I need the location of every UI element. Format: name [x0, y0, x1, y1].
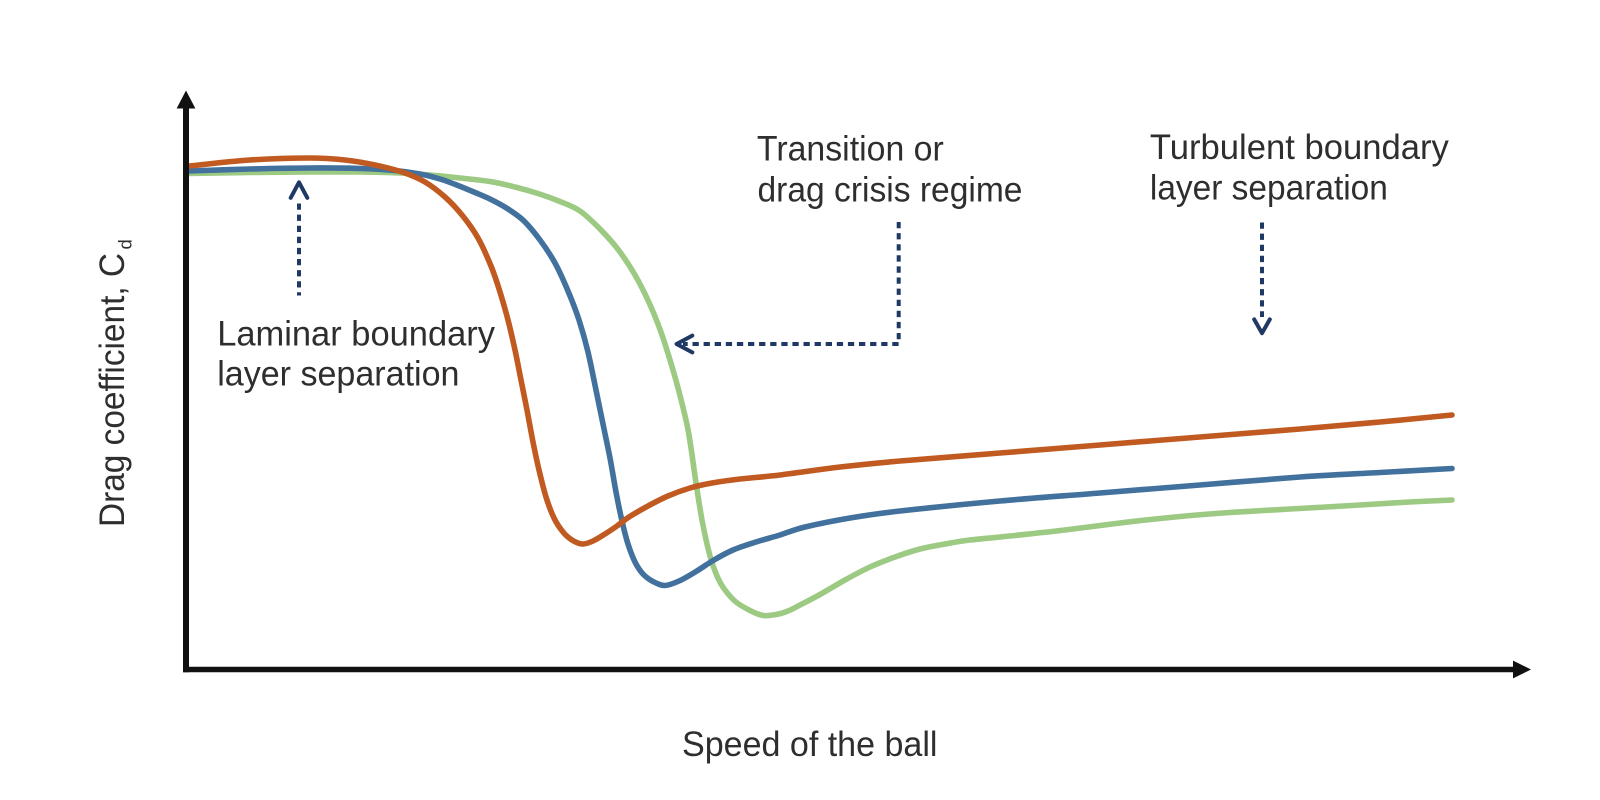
svg-text:Transition or: Transition or: [757, 130, 944, 169]
svg-text:Turbulent boundary: Turbulent boundary: [1150, 128, 1449, 167]
svg-text:Speed of the ball: Speed of the ball: [682, 725, 938, 764]
svg-text:layer separation: layer separation: [1150, 168, 1388, 207]
svg-text:drag crisis regime: drag crisis regime: [758, 171, 1023, 210]
svg-text:d: d: [115, 239, 136, 249]
svg-text:Drag coefficient, C: Drag coefficient, C: [93, 253, 132, 527]
svg-text:layer separation: layer separation: [217, 355, 459, 394]
svg-text:Laminar boundary: Laminar boundary: [217, 314, 495, 353]
